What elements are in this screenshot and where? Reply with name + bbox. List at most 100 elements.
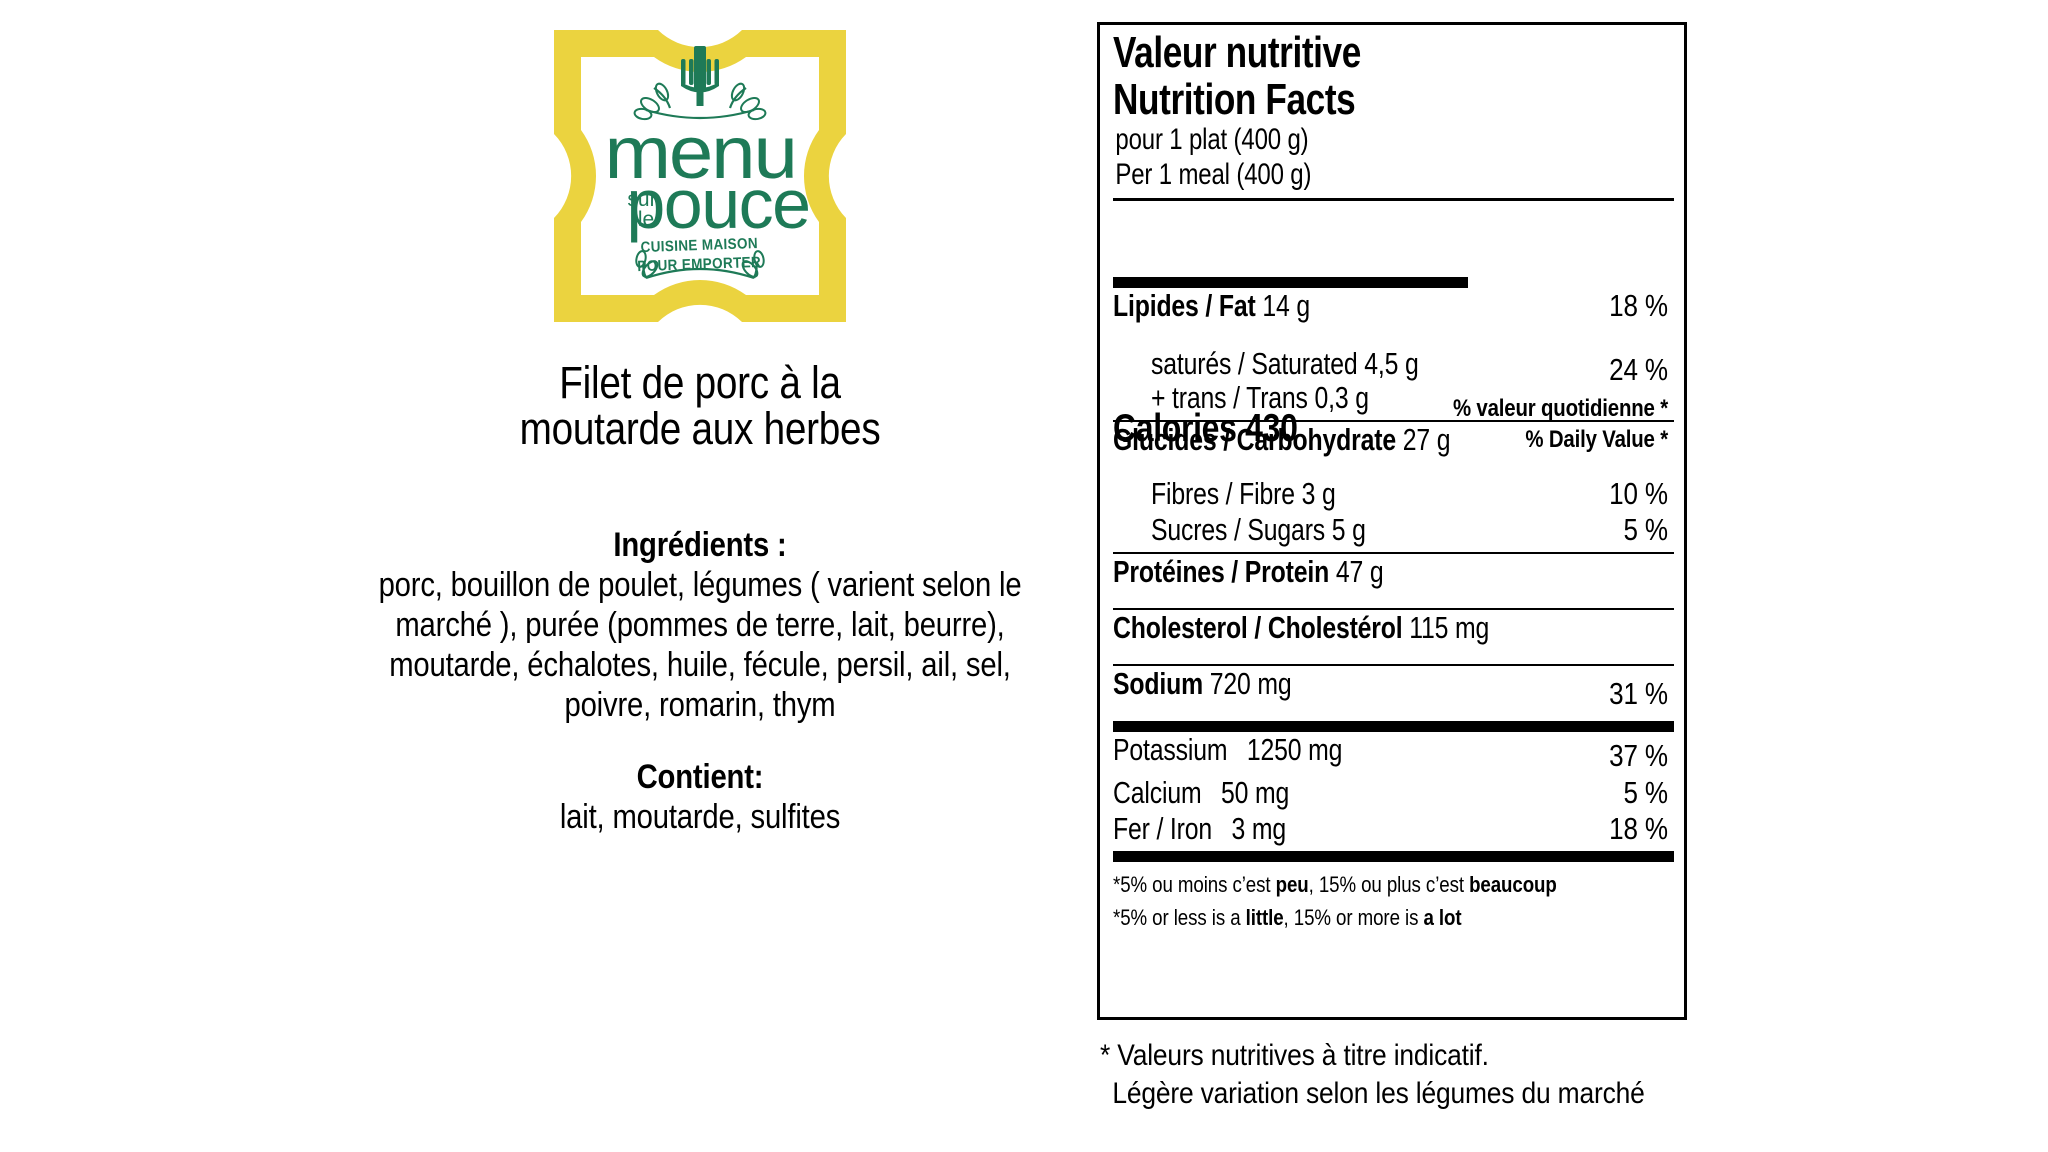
- nutrition-disclaimer: * Valeurs nutritives à titre indicatif. …: [1100, 1037, 1716, 1113]
- sugars-label: Sucres / Sugars 5 g: [1151, 512, 1366, 549]
- cholesterol-label-text: Cholesterol / Cholestérol: [1113, 610, 1403, 645]
- logo-wordmark-le: le: [638, 208, 654, 231]
- potassium-daily-value: 37 %: [1609, 738, 1668, 773]
- nutrition-facts-panel: Valeur nutritive Nutrition Facts pour 1 …: [1097, 22, 1687, 1020]
- fork-icon: [681, 46, 719, 106]
- laurel-leaf-bottom-icon: [635, 250, 765, 278]
- fat-label: Lipides / Fat 14 g: [1113, 288, 1310, 325]
- fibre-label: Fibres / Fibre 3 g: [1151, 476, 1336, 513]
- calcium-label: Calcium 50 mg: [1113, 775, 1289, 812]
- table-row-iron: Fer / Iron 3 mg 18 %: [1113, 811, 1674, 851]
- iron-daily-value: 18 %: [1609, 811, 1668, 846]
- protein-label: Protéines / Protein 47 g: [1113, 554, 1384, 591]
- trans-label-text: + trans / Trans: [1151, 380, 1308, 415]
- dish-title-line-1: Filet de porc à la: [559, 357, 841, 408]
- logo-frame-inner: [581, 57, 819, 295]
- logo-wordmark-sur: sur: [627, 188, 656, 211]
- daily-value-header-en: % Daily Value *: [1525, 425, 1668, 453]
- logo-wordmark-menu: menu: [604, 112, 795, 195]
- logo-wordmark-pouce: pouce: [626, 165, 809, 243]
- allergens-section: Contient: lait, moutarde, sulfites: [356, 757, 1044, 837]
- footnote-fr-emphasis-1: peu: [1275, 872, 1309, 897]
- daily-value-header: % valeur quotidienne * % Daily Value *: [1453, 394, 1668, 455]
- divider-after-calories: [1113, 277, 1468, 288]
- potassium-label: Potassium 1250 mg: [1113, 732, 1342, 769]
- dish-title-line-2: moutarde aux herbes: [519, 402, 881, 454]
- divider-after-cholesterol: [1113, 664, 1674, 666]
- fat-daily-value: 18 %: [1609, 288, 1668, 323]
- product-info-panel: menu sur le pouce CUISINE MAISON POUR EM…: [300, 0, 1100, 1152]
- carbohydrate-label: Glucides / Carbohydrate 27 g: [1113, 422, 1451, 459]
- contains-heading: Contient:: [636, 758, 764, 796]
- footnote-fr-part-1: *5% ou moins c’est: [1113, 872, 1276, 897]
- divider-after-protein: [1113, 608, 1674, 610]
- fibre-amount: 3 g: [1301, 476, 1336, 511]
- ingredients-section: Ingrédients : porc, bouillon de poulet, …: [356, 525, 1044, 726]
- page-title: Filet de porc à la moutarde aux herbes: [356, 360, 1044, 452]
- calories-value: 430: [1245, 407, 1298, 450]
- contains-line-1: lait, moutarde, sulfites: [559, 798, 841, 837]
- nutrition-title-fr: Valeur nutritive: [1113, 28, 1361, 77]
- divider-after-fat: [1113, 420, 1674, 422]
- fibre-label-text: Fibres / Fibre: [1151, 476, 1295, 511]
- table-row-cholesterol: Cholesterol / Cholestérol 115 mg: [1113, 610, 1674, 664]
- disclaimer-line-2: Légère variation selon les légumes du ma…: [1112, 1076, 1645, 1110]
- divider-after-sodium: [1113, 721, 1674, 732]
- iron-amount: 3 mg: [1231, 811, 1287, 846]
- carbohydrate-label-text: Glucides / Carbohydrate: [1113, 422, 1396, 457]
- divider-after-serving: [1113, 198, 1674, 201]
- daily-value-header-fr: % valeur quotidienne *: [1452, 395, 1668, 422]
- table-row-trans: + trans / Trans 0,3 g 24 %: [1113, 352, 1674, 420]
- fat-label-text: Lipides / Fat: [1113, 288, 1256, 323]
- table-row-calcium: Calcium 50 mg 5 %: [1113, 775, 1674, 811]
- footnote-en-emphasis-2: a lot: [1423, 905, 1462, 931]
- table-row-sugars: Sucres / Sugars 5 g 5 %: [1113, 512, 1674, 552]
- footnote-en-emphasis-1: little: [1245, 905, 1284, 931]
- iron-label-text: Fer / Iron: [1113, 811, 1213, 846]
- calories-label: Calories: [1113, 407, 1237, 450]
- footnote-fr: *5% ou moins c’est peu, 15% ou plus c’es…: [1113, 870, 1590, 899]
- carbohydrate-amount: 27 g: [1402, 422, 1451, 457]
- footnote-en-part-1: *5% or less is a: [1113, 905, 1246, 931]
- ingredients-heading: Ingrédients :: [613, 526, 787, 564]
- ingredients-line-3: moutarde, échalotes, huile, fécule, pers…: [389, 646, 1011, 685]
- table-row-fibre: Fibres / Fibre 3 g 10 %: [1113, 476, 1674, 512]
- footnote-fr-emphasis-2: beaucoup: [1469, 872, 1557, 897]
- serving-size-en: Per 1 meal (400 g): [1115, 158, 1312, 191]
- trans-label: + trans / Trans 0,3 g: [1151, 380, 1369, 417]
- potassium-amount: 1250 mg: [1246, 732, 1343, 767]
- iron-label: Fer / Iron 3 mg: [1113, 811, 1286, 848]
- table-row-carbohydrate: Glucides / Carbohydrate 27 g: [1113, 422, 1674, 476]
- fibre-daily-value: 10 %: [1609, 476, 1668, 511]
- table-row-fat: Lipides / Fat 14 g 18 %: [1113, 288, 1674, 346]
- saturated-trans-daily-value: 24 %: [1609, 352, 1668, 387]
- saturated-amount: 4,5 g: [1364, 346, 1419, 381]
- disclaimer-line-1: * Valeurs nutritives à titre indicatif.: [1100, 1039, 1489, 1072]
- laurel-leaf-icon: [633, 82, 767, 121]
- saturated-label: saturés / Saturated 4,5 g: [1151, 346, 1419, 383]
- cholesterol-amount: 115 mg: [1409, 610, 1490, 645]
- calories-row: Calories 430: [1113, 407, 1298, 451]
- ingredients-line-1: porc, bouillon de poulet, légumes ( vari…: [378, 566, 1022, 605]
- table-row-sodium: Sodium 720 mg 31 %: [1113, 666, 1674, 721]
- sugars-label-text: Sucres / Sugars: [1151, 512, 1326, 547]
- sodium-amount: 720 mg: [1209, 666, 1292, 701]
- calcium-amount: 50 mg: [1221, 775, 1290, 810]
- potassium-label-text: Potassium: [1113, 732, 1228, 767]
- serving-size-fr: pour 1 plat (400 g): [1115, 123, 1309, 156]
- sugars-amount: 5 g: [1331, 512, 1366, 547]
- footnote-en-part-2: , 15% or more is: [1283, 905, 1424, 931]
- calcium-label-text: Calcium: [1113, 775, 1202, 810]
- divider-before-footnote: [1113, 851, 1674, 862]
- footnote-en: *5% or less is a little, 15% or more is …: [1113, 899, 1590, 932]
- protein-label-text: Protéines / Protein: [1113, 554, 1330, 589]
- cholesterol-label: Cholesterol / Cholestérol 115 mg: [1113, 610, 1489, 647]
- calcium-daily-value: 5 %: [1623, 775, 1669, 810]
- fat-amount: 14 g: [1262, 288, 1310, 323]
- saturated-label-text: saturés / Saturated: [1151, 346, 1358, 381]
- ingredients-line-4: poivre, romarin, thym: [564, 686, 836, 725]
- logo-tagline-line2: POUR EMPORTER: [637, 254, 761, 275]
- table-row-saturated: saturés / Saturated 4,5 g: [1113, 346, 1674, 383]
- table-row-potassium: Potassium 1250 mg 37 %: [1113, 732, 1674, 775]
- sugars-daily-value: 5 %: [1623, 512, 1669, 547]
